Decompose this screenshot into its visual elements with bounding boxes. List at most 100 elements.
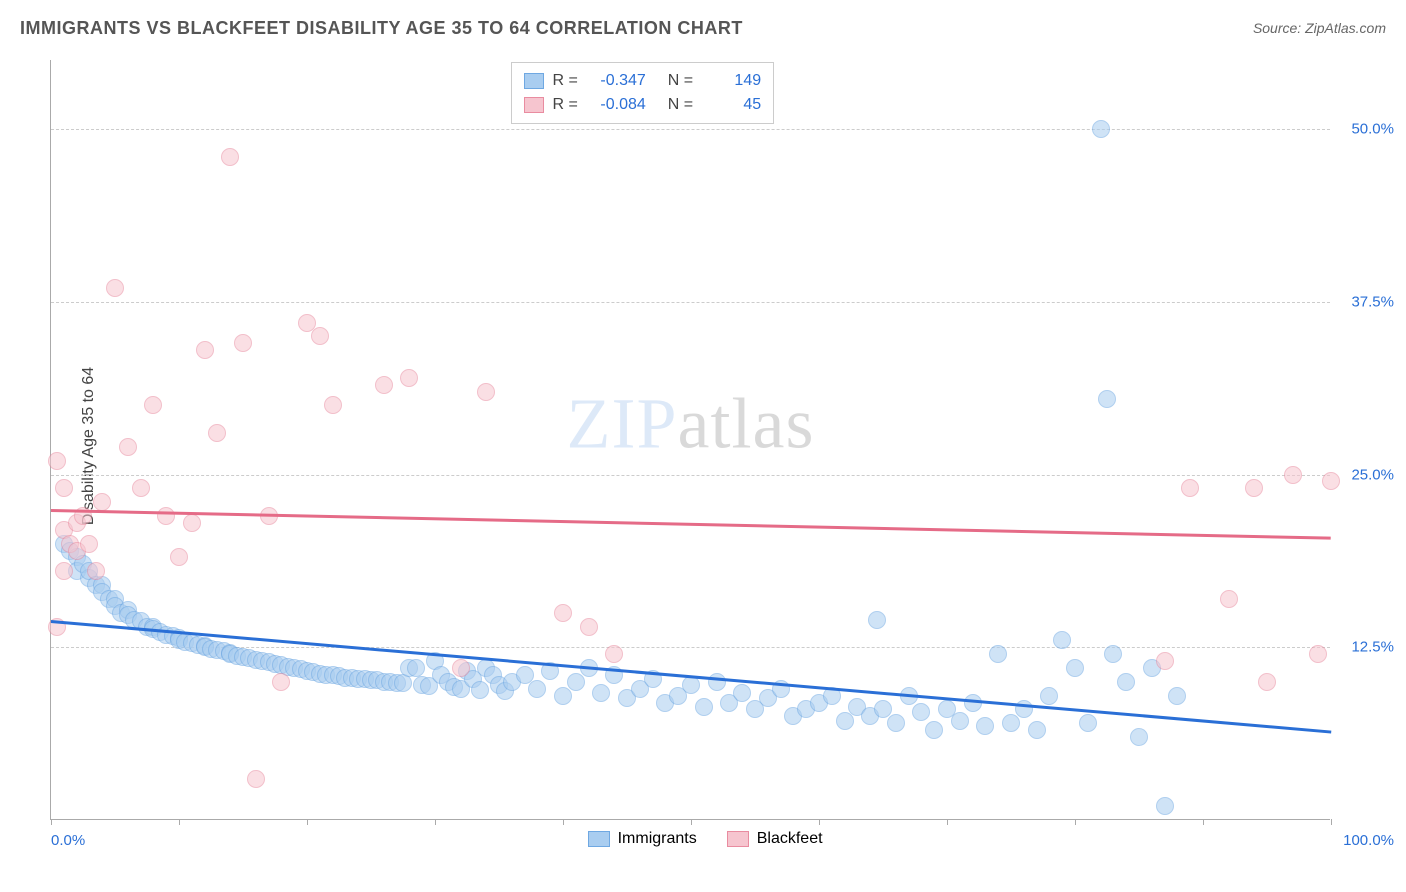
- legend-item: Immigrants: [588, 830, 697, 848]
- legend-swatch: [588, 831, 610, 847]
- x-tick: [819, 819, 820, 825]
- legend-stats-row: R = -0.084 N = 45: [524, 93, 761, 117]
- gridline: [51, 129, 1330, 130]
- watermark-part-a: ZIP: [567, 384, 678, 464]
- data-point: [1066, 659, 1084, 677]
- data-point: [1245, 479, 1263, 497]
- data-point: [247, 770, 265, 788]
- x-tick: [691, 819, 692, 825]
- data-point: [1079, 714, 1097, 732]
- x-tick-label: 100.0%: [1343, 832, 1394, 849]
- data-point: [567, 673, 585, 691]
- data-point: [208, 424, 226, 442]
- data-point: [592, 684, 610, 702]
- data-point: [48, 452, 66, 470]
- data-point: [1028, 721, 1046, 739]
- data-point: [1104, 645, 1122, 663]
- data-point: [1309, 645, 1327, 663]
- r-value: -0.084: [586, 96, 646, 114]
- data-point: [144, 396, 162, 414]
- data-point: [1168, 687, 1186, 705]
- data-point: [119, 438, 137, 456]
- x-tick: [307, 819, 308, 825]
- data-point: [554, 687, 572, 705]
- data-point: [868, 611, 886, 629]
- data-point: [407, 659, 425, 677]
- x-tick: [435, 819, 436, 825]
- data-point: [157, 507, 175, 525]
- data-point: [80, 535, 98, 553]
- x-tick-label: 0.0%: [51, 832, 85, 849]
- y-tick-label: 12.5%: [1351, 639, 1394, 656]
- watermark: ZIPatlas: [567, 383, 815, 466]
- data-point: [324, 396, 342, 414]
- data-point: [1002, 714, 1020, 732]
- data-point: [87, 562, 105, 580]
- data-point: [1130, 728, 1148, 746]
- legend-item: Blackfeet: [727, 830, 823, 848]
- data-point: [912, 703, 930, 721]
- data-point: [554, 604, 572, 622]
- x-tick: [563, 819, 564, 825]
- data-point: [1117, 673, 1135, 691]
- y-tick-label: 25.0%: [1351, 466, 1394, 483]
- data-point: [106, 279, 124, 297]
- data-point: [477, 383, 495, 401]
- data-point: [925, 721, 943, 739]
- data-point: [375, 376, 393, 394]
- x-tick: [1075, 819, 1076, 825]
- data-point: [452, 659, 470, 677]
- data-point: [1220, 590, 1238, 608]
- x-tick: [179, 819, 180, 825]
- y-tick-label: 50.0%: [1351, 121, 1394, 138]
- data-point: [1322, 472, 1340, 490]
- n-label: N =: [668, 96, 693, 114]
- r-label: R =: [552, 72, 577, 90]
- data-point: [132, 479, 150, 497]
- x-tick: [947, 819, 948, 825]
- data-point: [400, 369, 418, 387]
- legend-swatch: [524, 73, 544, 89]
- legend-stats: R = -0.347 N = 149 R = -0.084 N = 45: [511, 62, 774, 124]
- data-point: [1284, 466, 1302, 484]
- data-point: [183, 514, 201, 532]
- watermark-part-b: atlas: [678, 384, 815, 464]
- r-label: R =: [552, 96, 577, 114]
- y-tick-label: 37.5%: [1351, 293, 1394, 310]
- n-value: 149: [701, 72, 761, 90]
- data-point: [311, 327, 329, 345]
- data-point: [55, 479, 73, 497]
- chart-title: IMMIGRANTS VS BLACKFEET DISABILITY AGE 3…: [20, 18, 743, 39]
- data-point: [1098, 390, 1116, 408]
- r-value: -0.347: [586, 72, 646, 90]
- legend-label: Immigrants: [618, 830, 697, 848]
- x-tick: [1203, 819, 1204, 825]
- legend-swatch: [524, 97, 544, 113]
- data-point: [695, 698, 713, 716]
- n-value: 45: [701, 96, 761, 114]
- data-point: [580, 618, 598, 636]
- source-label: Source:: [1253, 20, 1301, 36]
- data-point: [989, 645, 1007, 663]
- data-point: [976, 717, 994, 735]
- data-point: [1040, 687, 1058, 705]
- data-point: [55, 562, 73, 580]
- data-point: [708, 673, 726, 691]
- gridline: [51, 475, 1330, 476]
- x-tick: [1331, 819, 1332, 825]
- plot-area: ZIPatlas 12.5%25.0%37.5%50.0%0.0%100.0%R…: [50, 60, 1330, 820]
- data-point: [471, 681, 489, 699]
- trend-line: [51, 620, 1331, 733]
- data-point: [1092, 120, 1110, 138]
- data-point: [272, 673, 290, 691]
- data-point: [221, 148, 239, 166]
- legend-stats-row: R =-0.347N =149: [524, 69, 761, 93]
- legend-swatch: [727, 831, 749, 847]
- source-value: ZipAtlas.com: [1305, 20, 1386, 36]
- data-point: [93, 493, 111, 511]
- data-point: [1156, 652, 1174, 670]
- data-point: [170, 548, 188, 566]
- data-point: [196, 341, 214, 359]
- legend-bottom: Immigrants Blackfeet: [588, 830, 823, 848]
- data-point: [887, 714, 905, 732]
